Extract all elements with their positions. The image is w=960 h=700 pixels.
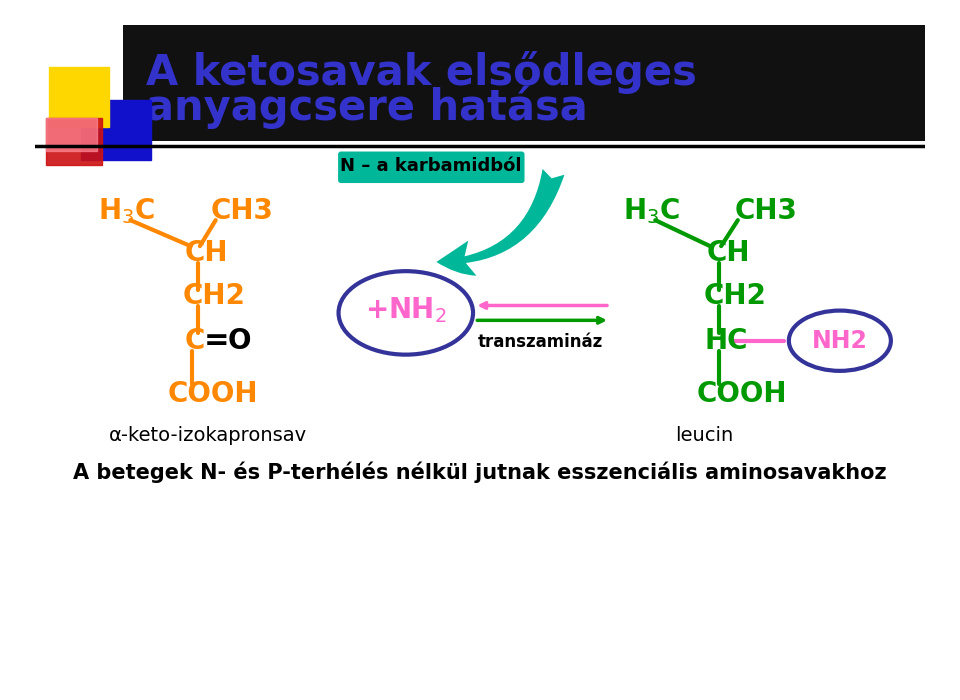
Ellipse shape	[339, 271, 473, 355]
Text: +NH$_2$: +NH$_2$	[365, 295, 446, 325]
Text: CH3: CH3	[735, 197, 798, 225]
Text: C: C	[184, 327, 204, 355]
FancyBboxPatch shape	[338, 151, 524, 183]
Text: N – a karbamidból: N – a karbamidból	[340, 158, 521, 176]
Text: CH3: CH3	[211, 197, 274, 225]
Text: A betegek N- és P-terhélés nélkül jutnak esszenciális aminosavakhoz: A betegek N- és P-terhélés nélkül jutnak…	[73, 462, 887, 483]
Bar	[82, 99, 151, 160]
Text: CH2: CH2	[182, 282, 245, 310]
Text: CH2: CH2	[704, 282, 766, 310]
Text: leucin: leucin	[675, 426, 733, 444]
Text: CH: CH	[185, 239, 228, 267]
Text: COOH: COOH	[697, 379, 787, 407]
Text: transzamináz: transzamináz	[478, 333, 603, 351]
Bar	[49, 67, 109, 127]
Text: H$_3$C: H$_3$C	[98, 196, 156, 226]
Bar	[123, 25, 925, 141]
Text: α-keto-izokapronsav: α-keto-izokapronsav	[109, 426, 307, 444]
Text: O: O	[228, 327, 252, 355]
Text: CH: CH	[707, 239, 750, 267]
Text: A ketosavak elsődleges: A ketosavak elsődleges	[146, 51, 697, 94]
Bar	[46, 118, 102, 164]
Bar	[46, 118, 97, 150]
Text: COOH: COOH	[167, 379, 258, 407]
FancyArrowPatch shape	[437, 169, 564, 276]
Ellipse shape	[789, 311, 891, 371]
Text: anyagcsere hatása: anyagcsere hatása	[146, 85, 588, 130]
Text: =: =	[204, 326, 229, 355]
Text: NH2: NH2	[812, 329, 868, 353]
Text: HC: HC	[705, 327, 748, 355]
Text: H$_3$C: H$_3$C	[623, 196, 680, 226]
